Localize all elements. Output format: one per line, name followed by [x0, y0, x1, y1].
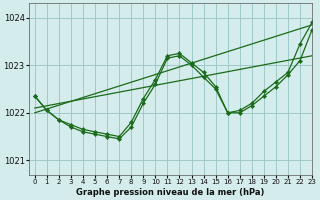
X-axis label: Graphe pression niveau de la mer (hPa): Graphe pression niveau de la mer (hPa) — [76, 188, 265, 197]
